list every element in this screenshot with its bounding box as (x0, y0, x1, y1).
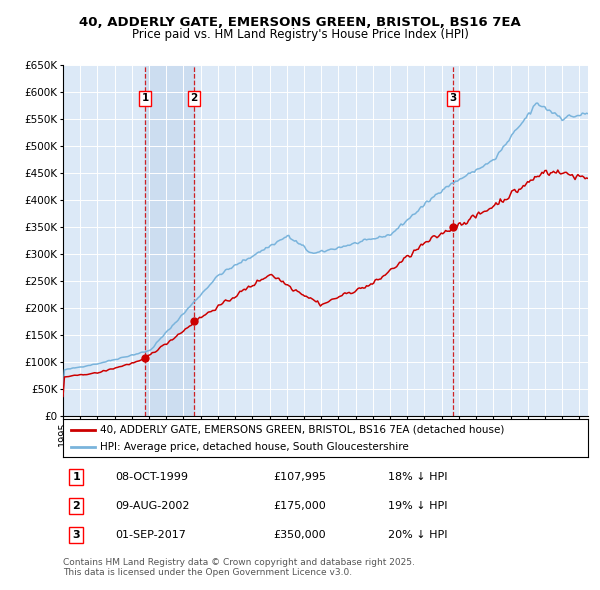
Text: 19% ↓ HPI: 19% ↓ HPI (389, 501, 448, 511)
Text: 2: 2 (72, 501, 80, 511)
Text: Price paid vs. HM Land Registry's House Price Index (HPI): Price paid vs. HM Land Registry's House … (131, 28, 469, 41)
Text: 1: 1 (72, 471, 80, 481)
Text: 18% ↓ HPI: 18% ↓ HPI (389, 471, 448, 481)
Text: 40, ADDERLY GATE, EMERSONS GREEN, BRISTOL, BS16 7EA: 40, ADDERLY GATE, EMERSONS GREEN, BRISTO… (79, 16, 521, 29)
Text: 1: 1 (142, 93, 149, 103)
Text: £350,000: £350,000 (273, 530, 326, 540)
Text: 20% ↓ HPI: 20% ↓ HPI (389, 530, 448, 540)
Text: 3: 3 (73, 530, 80, 540)
Text: 40, ADDERLY GATE, EMERSONS GREEN, BRISTOL, BS16 7EA (detached house): 40, ADDERLY GATE, EMERSONS GREEN, BRISTO… (100, 425, 504, 435)
Text: £107,995: £107,995 (273, 471, 326, 481)
Text: Contains HM Land Registry data © Crown copyright and database right 2025.: Contains HM Land Registry data © Crown c… (63, 558, 415, 566)
Bar (145, 65, 194, 416)
Text: 08-OCT-1999: 08-OCT-1999 (115, 471, 188, 481)
Text: 09-AUG-2002: 09-AUG-2002 (115, 501, 190, 511)
Text: 3: 3 (449, 93, 457, 103)
Text: 01-SEP-2017: 01-SEP-2017 (115, 530, 187, 540)
Text: HPI: Average price, detached house, South Gloucestershire: HPI: Average price, detached house, Sout… (100, 441, 409, 451)
Text: £175,000: £175,000 (273, 501, 326, 511)
Text: 2: 2 (190, 93, 197, 103)
Text: This data is licensed under the Open Government Licence v3.0.: This data is licensed under the Open Gov… (63, 568, 352, 576)
